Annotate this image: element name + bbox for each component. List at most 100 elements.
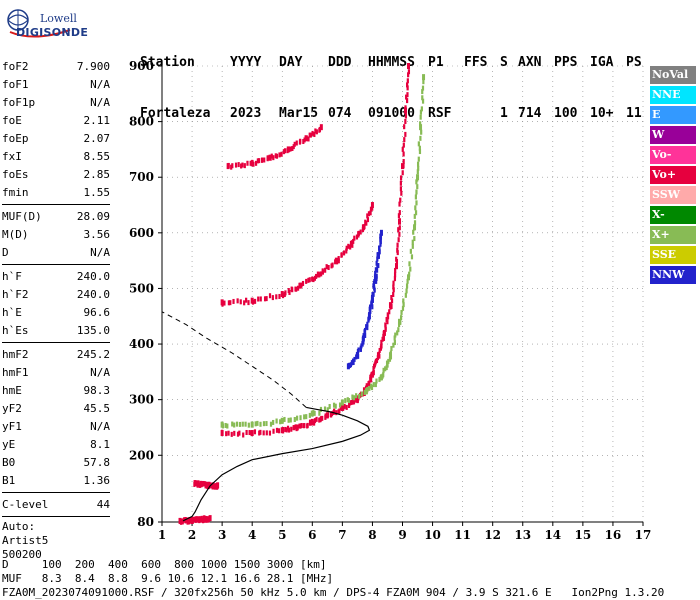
param-row-b1: B1 1.36 (2, 472, 110, 490)
echo-mark (338, 408, 341, 414)
echo-mark (249, 160, 252, 166)
param-name: yE (2, 438, 16, 451)
param-row-hmf2: hmF2 245.2 (2, 346, 110, 364)
echo-mark (282, 149, 285, 155)
echo-point (373, 274, 377, 281)
echo-mark (366, 217, 370, 223)
param-name: C-level (2, 498, 49, 511)
x-tick-label: 11 (454, 528, 471, 542)
echo-mark (254, 421, 257, 427)
echo-mark (296, 285, 300, 291)
echo-mark (319, 406, 323, 412)
echo-mark (378, 245, 381, 251)
echo-mark (313, 275, 316, 281)
echo-mark (257, 158, 261, 164)
autoscale-line-0: Auto: (2, 520, 36, 533)
param-value: 3.56 (83, 228, 111, 241)
echo-mark (414, 205, 417, 211)
param-separator (2, 204, 110, 205)
echo-mark (413, 220, 417, 226)
param-name: yF2 (2, 402, 22, 415)
header-value-1: 2023 (230, 106, 262, 121)
param-row-hf2: h`F2 240.0 (2, 286, 110, 304)
y-tick-label: 800 (129, 115, 154, 129)
echo-mark (382, 367, 385, 373)
header-value-9: 100 (554, 106, 578, 121)
echo-mark (421, 98, 425, 104)
echo-mark (303, 414, 306, 420)
echo-mark (362, 387, 366, 393)
echo-mark (379, 241, 382, 247)
echo-mark (382, 372, 385, 378)
x-tick-label: 7 (338, 528, 346, 542)
echo-mark (261, 157, 264, 163)
echo-mark (230, 164, 233, 170)
echo-mark (272, 428, 275, 434)
echo-mark (420, 129, 423, 135)
echo-mark (422, 79, 425, 85)
echo-mark (377, 263, 380, 269)
echo-point (361, 224, 365, 231)
echo-mark (351, 358, 355, 364)
echo-mark (311, 130, 314, 136)
x-tick-label: 6 (308, 528, 316, 542)
echo-point (379, 229, 383, 236)
echo-mark (283, 416, 286, 422)
echo-mark (345, 245, 348, 251)
echo-point (340, 399, 344, 406)
echo-mark (385, 317, 388, 323)
echo-mark (270, 153, 273, 159)
echo-mark (397, 327, 400, 333)
echo-mark (342, 250, 346, 256)
echo-mark (307, 277, 310, 283)
param-row-md: M(D) 3.56 (2, 226, 110, 244)
echo-point (250, 430, 254, 437)
echo-mark (327, 265, 330, 271)
echo-mark (347, 243, 350, 249)
echo-mark (345, 404, 348, 410)
echo-mark (397, 237, 400, 243)
echo-mark (375, 358, 379, 364)
param-name: fmin (2, 186, 29, 199)
echo-mark (379, 233, 382, 239)
legend-item-e: E (650, 106, 696, 124)
echo-mark (315, 416, 318, 422)
echo-mark (305, 278, 308, 284)
echo-mark (374, 382, 377, 388)
polarization-legend: NoVal NNE E W Vo- Vo+ SSW X- X+ SSE NNW (650, 66, 696, 286)
echo-mark (419, 135, 422, 141)
echo-mark (242, 432, 245, 438)
param-value: 240.0 (76, 270, 110, 283)
param-row-d: D N/A (2, 244, 110, 262)
echo-mark (202, 480, 205, 486)
echo-point (316, 271, 320, 278)
echo-point (196, 516, 200, 523)
echo-mark (416, 161, 420, 167)
echo-mark (363, 389, 366, 395)
echo-mark (235, 421, 239, 427)
param-row-clevel: C-level 44 (2, 496, 110, 514)
param-name: foE (2, 114, 22, 127)
echo-mark (419, 121, 422, 127)
logo-lowell-text: Lowell (40, 12, 77, 25)
echo-mark (323, 406, 327, 412)
legend-item-vo: Vo+ (650, 166, 696, 184)
echo-mark (243, 300, 246, 306)
topside-extrapolation (161, 311, 307, 408)
echo-mark (254, 160, 258, 166)
param-name: hmF1 (2, 366, 29, 379)
echo-mark (241, 421, 244, 427)
echo-mark (290, 426, 293, 432)
echo-mark (333, 408, 336, 414)
echo-mark (352, 238, 355, 244)
echo-mark (243, 163, 246, 169)
echo-mark (404, 113, 407, 119)
echo-mark (229, 300, 232, 306)
echo-mark (390, 346, 393, 352)
echo-mark (411, 243, 414, 249)
echo-mark (263, 296, 267, 302)
echo-point (370, 202, 374, 209)
echo-point (202, 515, 206, 522)
param-value: 98.3 (83, 384, 111, 397)
echo-mark (278, 293, 281, 299)
